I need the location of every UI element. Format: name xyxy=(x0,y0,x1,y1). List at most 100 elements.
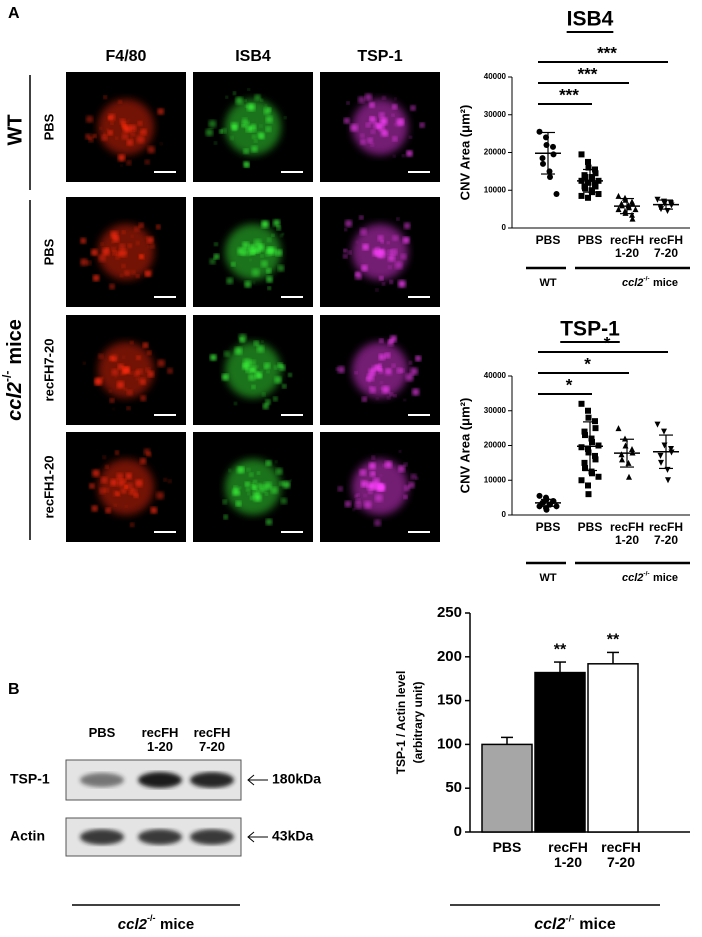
micrograph xyxy=(66,315,186,425)
error-bar xyxy=(659,199,673,210)
signal-speck xyxy=(375,122,379,126)
significance-label: ** xyxy=(554,641,567,658)
signal-speck xyxy=(117,478,126,487)
signal-speck xyxy=(360,133,365,138)
signal-speck xyxy=(142,342,149,348)
y-tick-label: 250 xyxy=(437,604,462,621)
signal-speck xyxy=(343,117,350,124)
y-tick-label: 10000 xyxy=(484,185,507,194)
signal-speck xyxy=(394,97,397,100)
signal-speck xyxy=(275,249,283,257)
signal-speck xyxy=(150,244,155,249)
signal-speck xyxy=(157,108,164,115)
signal-speck xyxy=(214,242,218,246)
signal-speck xyxy=(89,483,95,489)
data-point xyxy=(595,191,602,198)
signal-speck xyxy=(403,398,406,402)
signal-speck xyxy=(117,363,124,370)
data-point xyxy=(536,503,543,510)
signal-speck xyxy=(233,485,238,490)
data-point xyxy=(585,407,591,414)
data-point xyxy=(585,179,592,186)
superscript: -/- xyxy=(643,275,649,282)
signal-speck xyxy=(130,371,134,375)
signal-speck xyxy=(109,283,115,290)
signal-speck xyxy=(379,248,385,254)
signal-speck xyxy=(124,368,127,371)
signal-speck xyxy=(393,394,397,398)
signal-speck xyxy=(85,133,91,140)
signal-speck xyxy=(122,356,125,359)
signal-speck xyxy=(260,254,264,258)
signal-speck xyxy=(280,234,283,237)
signal-speck xyxy=(388,254,395,262)
signal-speck xyxy=(136,355,141,360)
signal-speck xyxy=(374,519,381,527)
signal-speck xyxy=(266,276,273,283)
data-point xyxy=(539,155,546,162)
signal-speck xyxy=(396,368,403,374)
signal-speck xyxy=(382,282,386,286)
signal-speck xyxy=(379,276,384,281)
data-point xyxy=(553,191,560,198)
signal-speck xyxy=(360,480,368,488)
signal-speck xyxy=(379,117,388,125)
data-point xyxy=(588,435,595,442)
signal-speck xyxy=(356,240,359,243)
label-rest: mice xyxy=(4,319,26,365)
signal-speck xyxy=(251,134,257,140)
signal-speck xyxy=(232,91,237,95)
micrograph xyxy=(320,72,440,182)
signal-speck xyxy=(102,248,110,256)
signal-speck xyxy=(226,277,233,285)
significance-label: * xyxy=(604,333,611,352)
micrograph xyxy=(66,197,186,307)
signal-speck xyxy=(135,377,139,380)
signal-speck xyxy=(213,253,220,260)
data-point xyxy=(536,492,543,499)
signal-speck xyxy=(130,137,133,140)
band-size: 43kDa xyxy=(272,828,313,844)
signal-speck xyxy=(123,490,126,494)
signal-speck xyxy=(359,228,367,236)
signal-speck xyxy=(419,122,425,128)
data-point xyxy=(592,452,598,459)
data-point xyxy=(618,451,625,458)
x-tick-label: recFH 1-20 xyxy=(609,233,644,261)
signal-speck xyxy=(105,507,111,514)
signal-speck xyxy=(381,385,390,394)
signal-speck xyxy=(252,281,255,284)
signal-speck xyxy=(100,242,104,246)
data-point xyxy=(629,200,636,207)
signal-speck xyxy=(260,369,263,372)
signal-speck xyxy=(252,479,258,485)
signal-speck xyxy=(130,234,134,238)
signal-speck xyxy=(221,128,227,134)
error-bar xyxy=(541,498,555,507)
signal-speck xyxy=(268,247,277,255)
data-point xyxy=(582,185,588,192)
signal-speck xyxy=(125,472,132,479)
row-label: PBS xyxy=(41,238,56,265)
signal-speck xyxy=(392,136,398,142)
signal-speck xyxy=(246,487,250,492)
superscript: -/- xyxy=(0,371,14,382)
data-point xyxy=(622,209,629,216)
data-point xyxy=(592,183,599,190)
data-point xyxy=(592,425,599,432)
signal-speck xyxy=(119,243,126,250)
signal-speck xyxy=(254,94,261,101)
signal-speck xyxy=(235,501,242,507)
data-point xyxy=(578,400,585,407)
label-rest: mice xyxy=(653,277,678,289)
signal-speck xyxy=(410,367,418,376)
data-point xyxy=(619,456,625,463)
row-label: PBS xyxy=(41,113,56,140)
signal-speck xyxy=(392,235,399,241)
signal-speck xyxy=(410,473,417,480)
signal-speck xyxy=(362,243,369,251)
signal-speck xyxy=(366,374,374,382)
error-bar xyxy=(659,434,673,470)
signal-speck xyxy=(230,136,234,140)
signal-speck xyxy=(282,480,291,489)
